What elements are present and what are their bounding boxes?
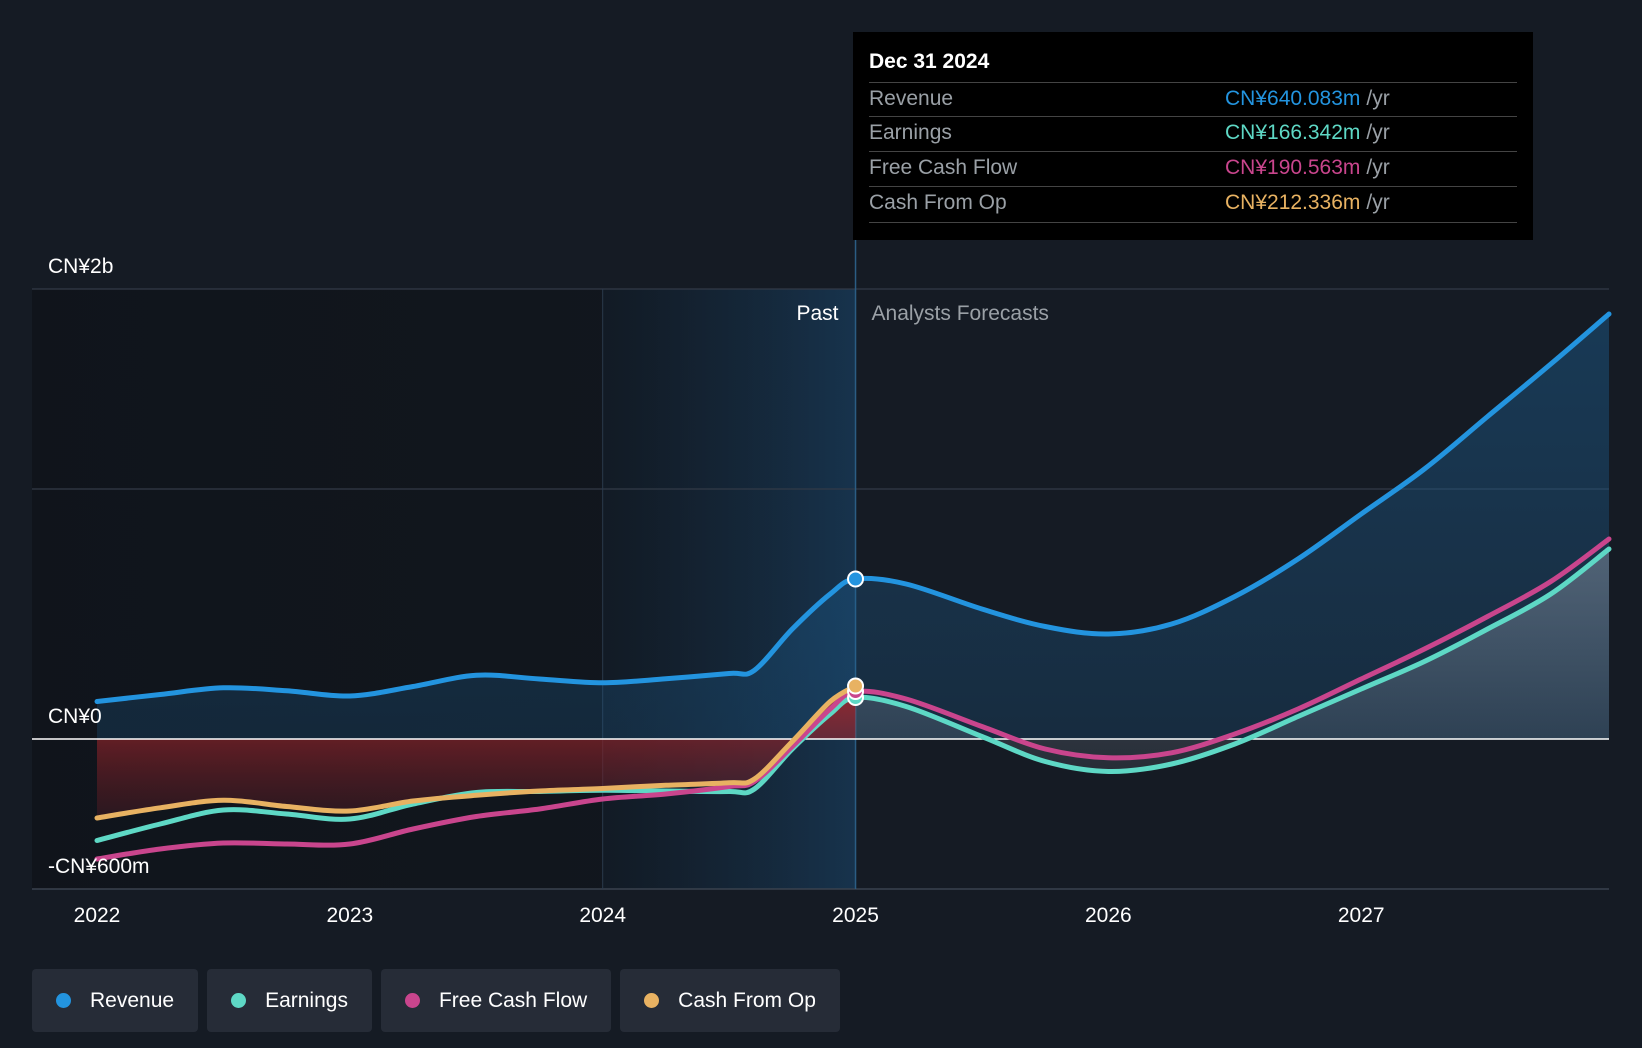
tooltip-date: Dec 31 2024	[869, 50, 990, 73]
x-tick-label: 2025	[832, 904, 879, 927]
y-tick-label: CN¥0	[48, 705, 102, 728]
tooltip-row-earnings: Earnings CN¥166.342m/yr	[869, 116, 1517, 151]
x-tick-label: 2024	[579, 904, 626, 927]
legend-label: Revenue	[90, 988, 175, 1012]
revenue-area	[97, 314, 1609, 739]
free-cash-flow-dot-icon	[404, 993, 420, 1008]
earnings-forecast-area	[855, 549, 1609, 772]
y-tick-label: CN¥2b	[48, 255, 113, 278]
tooltip-label: Revenue	[869, 87, 954, 110]
legend-item-earnings[interactable]: Earnings	[207, 969, 372, 1032]
cash-from-op-marker	[847, 677, 865, 695]
tooltip-row-free-cash-flow: Free Cash Flow CN¥190.563m/yr	[869, 151, 1517, 186]
legend-item-cash-from-op[interactable]: Cash From Op	[620, 969, 840, 1032]
cash-from-op-line	[94, 683, 858, 821]
y-tick-label: -CN¥600m	[48, 855, 150, 878]
past-label: Past	[796, 302, 838, 325]
earnings-line	[94, 546, 1612, 843]
recent-highlight-region	[602, 289, 856, 889]
legend-item-revenue[interactable]: Revenue	[32, 969, 199, 1032]
tooltip-value: CN¥212.336m/yr	[1225, 191, 1390, 214]
tooltip-row-cash-from-op: Cash From Op CN¥212.336m/yr	[869, 186, 1517, 221]
tooltip-label: Cash From Op	[869, 191, 1007, 214]
tooltip-row-revenue: Revenue CN¥640.083m/yr	[869, 82, 1517, 117]
revenue-line	[94, 311, 1612, 704]
legend-label: Free Cash Flow	[438, 988, 588, 1012]
tooltip-label: Earnings	[869, 121, 952, 144]
tooltip-value: CN¥640.083m/yr	[1225, 87, 1390, 110]
x-tick-label: 2023	[326, 904, 373, 927]
legend-label: Cash From Op	[678, 988, 816, 1012]
legend: Revenue Earnings Free Cash Flow Cash Fro…	[32, 969, 840, 1032]
tooltip-value: CN¥166.342m/yr	[1225, 121, 1390, 144]
data-tooltip: Dec 31 2024 Revenue CN¥640.083m/yr Earni…	[853, 32, 1533, 240]
revenue-dot-icon	[56, 993, 71, 1008]
revenue-marker	[847, 570, 865, 588]
x-tick-label: 2027	[1338, 904, 1385, 927]
legend-item-free-cash-flow[interactable]: Free Cash Flow	[380, 969, 612, 1032]
cash-from-op-dot-icon	[644, 993, 660, 1008]
x-tick-label: 2022	[74, 904, 121, 927]
forecast-label: Analysts Forecasts	[872, 302, 1049, 325]
tooltip-label: Free Cash Flow	[869, 156, 1018, 179]
earnings-dot-icon	[231, 993, 247, 1008]
free-cash-flow-line	[94, 536, 1612, 862]
tooltip-value: CN¥190.563m/yr	[1225, 156, 1390, 179]
legend-label: Earnings	[265, 988, 348, 1012]
x-tick-label: 2026	[1085, 904, 1132, 927]
